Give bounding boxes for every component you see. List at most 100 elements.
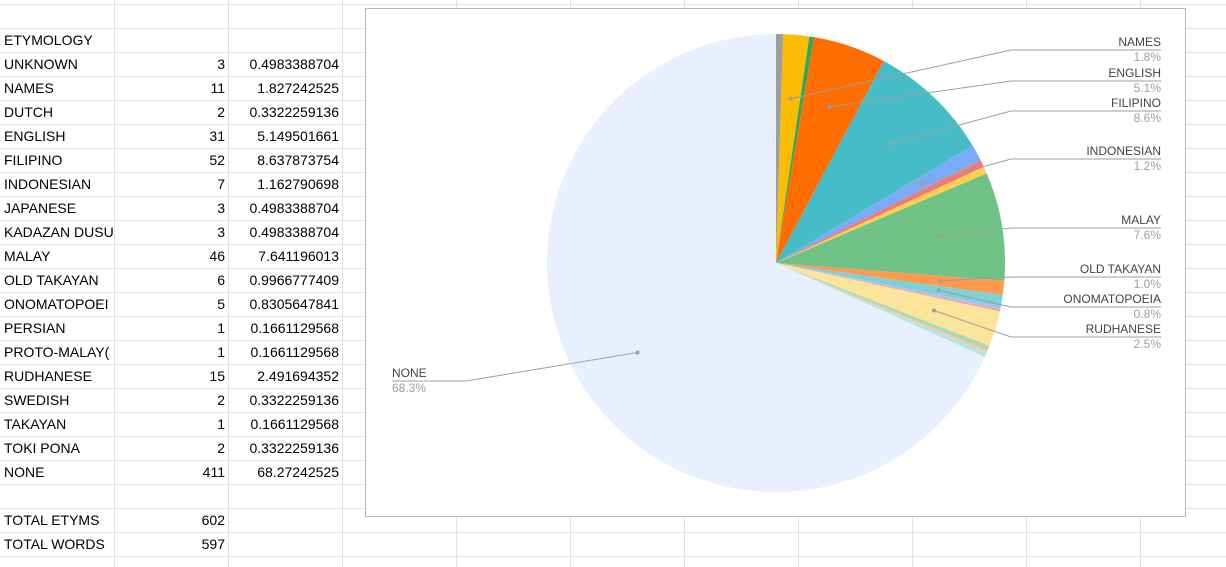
leader-dot (936, 234, 941, 239)
leader-line (933, 310, 1161, 338)
percent-cell[interactable]: 1.827242525 (257, 80, 339, 96)
etymology-label-cell[interactable]: FILIPINO (4, 152, 63, 168)
slice-percent-label: 2.5% (1134, 337, 1162, 351)
pie-slice-malay[interactable] (776, 173, 1005, 281)
count-cell[interactable]: 1 (217, 344, 225, 360)
percent-cell[interactable]: 0.3322259136 (249, 392, 339, 408)
total-value-cell[interactable]: 602 (201, 512, 225, 528)
count-cell[interactable]: 2 (217, 104, 225, 120)
slice-label: ENGLISH (1108, 66, 1161, 80)
count-cell[interactable]: 1 (217, 320, 225, 336)
leader-dot (918, 181, 923, 186)
percent-cell[interactable]: 0.3322259136 (249, 440, 339, 456)
percent-cell[interactable]: 7.641196013 (258, 248, 339, 264)
count-cell[interactable]: 2 (217, 392, 225, 408)
etymology-label-cell[interactable]: OLD TAKAYAN (4, 272, 99, 288)
etymology-label-cell[interactable]: INDONESIAN (4, 176, 92, 192)
count-cell[interactable]: 52 (209, 152, 225, 168)
etymology-label-cell[interactable]: SWEDISH (4, 392, 70, 408)
pie-slice-filipino[interactable] (776, 61, 973, 263)
count-cell[interactable]: 2 (217, 440, 225, 456)
slice-label: INDONESIAN (1086, 144, 1161, 158)
pie-slice-toki-pona[interactable] (776, 263, 987, 357)
count-cell[interactable]: 1 (217, 416, 225, 432)
percent-cell[interactable]: 0.9966777409 (249, 272, 339, 288)
pie-slice-indonesian[interactable] (776, 145, 981, 263)
percent-cell[interactable]: 0.1661129568 (250, 344, 340, 360)
pie-slice-japanese[interactable] (776, 160, 984, 263)
etymology-label-cell[interactable]: TAKAYAN (4, 416, 67, 432)
count-cell[interactable]: 3 (217, 200, 225, 216)
slice-label: OLD TAKAYAN (1080, 262, 1161, 276)
pie-slice-unknown[interactable] (776, 34, 784, 263)
count-cell[interactable]: 6 (217, 272, 225, 288)
count-cell[interactable]: 15 (209, 368, 225, 384)
etymology-label-cell[interactable]: TOKI PONA (4, 440, 80, 456)
pie-slice-english[interactable] (776, 37, 884, 263)
percent-cell[interactable]: 0.1661129568 (250, 320, 340, 336)
pie-slice-persian[interactable] (776, 263, 1001, 310)
leader-dot (827, 104, 832, 109)
leader-line (829, 80, 1161, 108)
pie-slice-names[interactable] (776, 34, 810, 264)
leader-line (392, 352, 638, 382)
etymology-label-cell[interactable]: JAPANESE (4, 200, 77, 216)
slice-label: NONE (392, 366, 427, 380)
percent-cell[interactable]: 0.4983388704 (249, 224, 339, 240)
etymology-label-cell[interactable]: ENGLISH (4, 128, 66, 144)
count-cell[interactable]: 411 (202, 464, 225, 480)
pie-slice-none[interactable] (547, 34, 985, 492)
header-cell[interactable]: ETYMOLOGY (4, 32, 93, 48)
pie-slice-swedish[interactable] (776, 263, 990, 351)
slice-label: NAMES (1118, 35, 1161, 49)
leader-dot (937, 279, 942, 284)
total-label-cell[interactable]: TOTAL ETYMS (4, 512, 100, 528)
pie-slice-proto-malay[interactable] (776, 263, 1001, 312)
slice-percent-label: 1.8% (1134, 50, 1162, 64)
slice-percent-label: 5.1% (1134, 81, 1162, 95)
count-cell[interactable]: 5 (217, 296, 225, 312)
etymology-label-cell[interactable]: NONE (4, 464, 45, 480)
percent-cell[interactable]: 0.3322259136 (249, 104, 339, 120)
etymology-label-cell[interactable]: MALAY (4, 248, 51, 264)
leader-dot (788, 96, 793, 101)
etymology-label-cell[interactable]: PROTO-MALAY( (4, 344, 110, 360)
slice-percent-label: 1.0% (1134, 277, 1162, 291)
slice-label: ONOMATOPOEIA (1063, 292, 1161, 306)
count-cell[interactable]: 31 (209, 128, 225, 144)
etymology-label-cell[interactable]: PERSIAN (4, 320, 66, 336)
percent-cell[interactable]: 0.1661129568 (250, 416, 340, 432)
percent-cell[interactable]: 8.637873754 (257, 152, 339, 168)
slice-percent-label: 8.6% (1134, 111, 1162, 125)
pie-slice-onomatopoeia[interactable] (776, 263, 1003, 307)
total-value-cell[interactable]: 597 (201, 536, 225, 552)
slice-percent-label: 68.3% (392, 381, 426, 395)
pie-slice-rudhanese[interactable] (776, 263, 1000, 346)
pie-chart[interactable]: NAMES 1.8% ENGLISH 5.1% FILIPINO 8.6% INDONESI… (365, 8, 1186, 517)
count-cell[interactable]: 3 (217, 224, 225, 240)
etymology-label-cell[interactable]: UNKNOWN (4, 56, 78, 72)
etymology-label-cell[interactable]: ONOMATOPOEI (4, 296, 109, 312)
percent-cell[interactable]: 1.162790698 (257, 176, 339, 192)
percent-cell[interactable]: 5.149501661 (257, 128, 339, 144)
count-cell[interactable]: 7 (217, 176, 225, 192)
percent-cell[interactable]: 2.491694352 (257, 368, 339, 384)
etymology-label-cell[interactable]: NAMES (4, 80, 54, 96)
count-cell[interactable]: 46 (209, 248, 225, 264)
percent-cell[interactable]: 0.4983388704 (249, 200, 339, 216)
pie-slice-dutch[interactable] (776, 36, 815, 263)
pie-slice-old-takayan[interactable] (776, 263, 1005, 296)
slice-label: RUDHANESE (1086, 322, 1161, 336)
etymology-label-cell[interactable]: KADAZAN DUSU (4, 224, 114, 240)
etymology-label-cell[interactable]: RUDHANESE (4, 368, 92, 384)
percent-cell[interactable]: 0.4983388704 (249, 56, 339, 72)
count-cell[interactable]: 3 (217, 56, 225, 72)
percent-cell[interactable]: 0.8305647841 (249, 296, 339, 312)
pie-slice-kadazan-dusu[interactable] (776, 166, 987, 263)
pie-slice-takayan[interactable] (776, 263, 988, 353)
count-cell[interactable]: 11 (210, 80, 225, 96)
etymology-label-cell[interactable]: DUTCH (4, 104, 53, 120)
percent-cell[interactable]: 68.27242525 (257, 464, 339, 480)
leader-dot (931, 308, 936, 313)
total-label-cell[interactable]: TOTAL WORDS (4, 536, 105, 552)
